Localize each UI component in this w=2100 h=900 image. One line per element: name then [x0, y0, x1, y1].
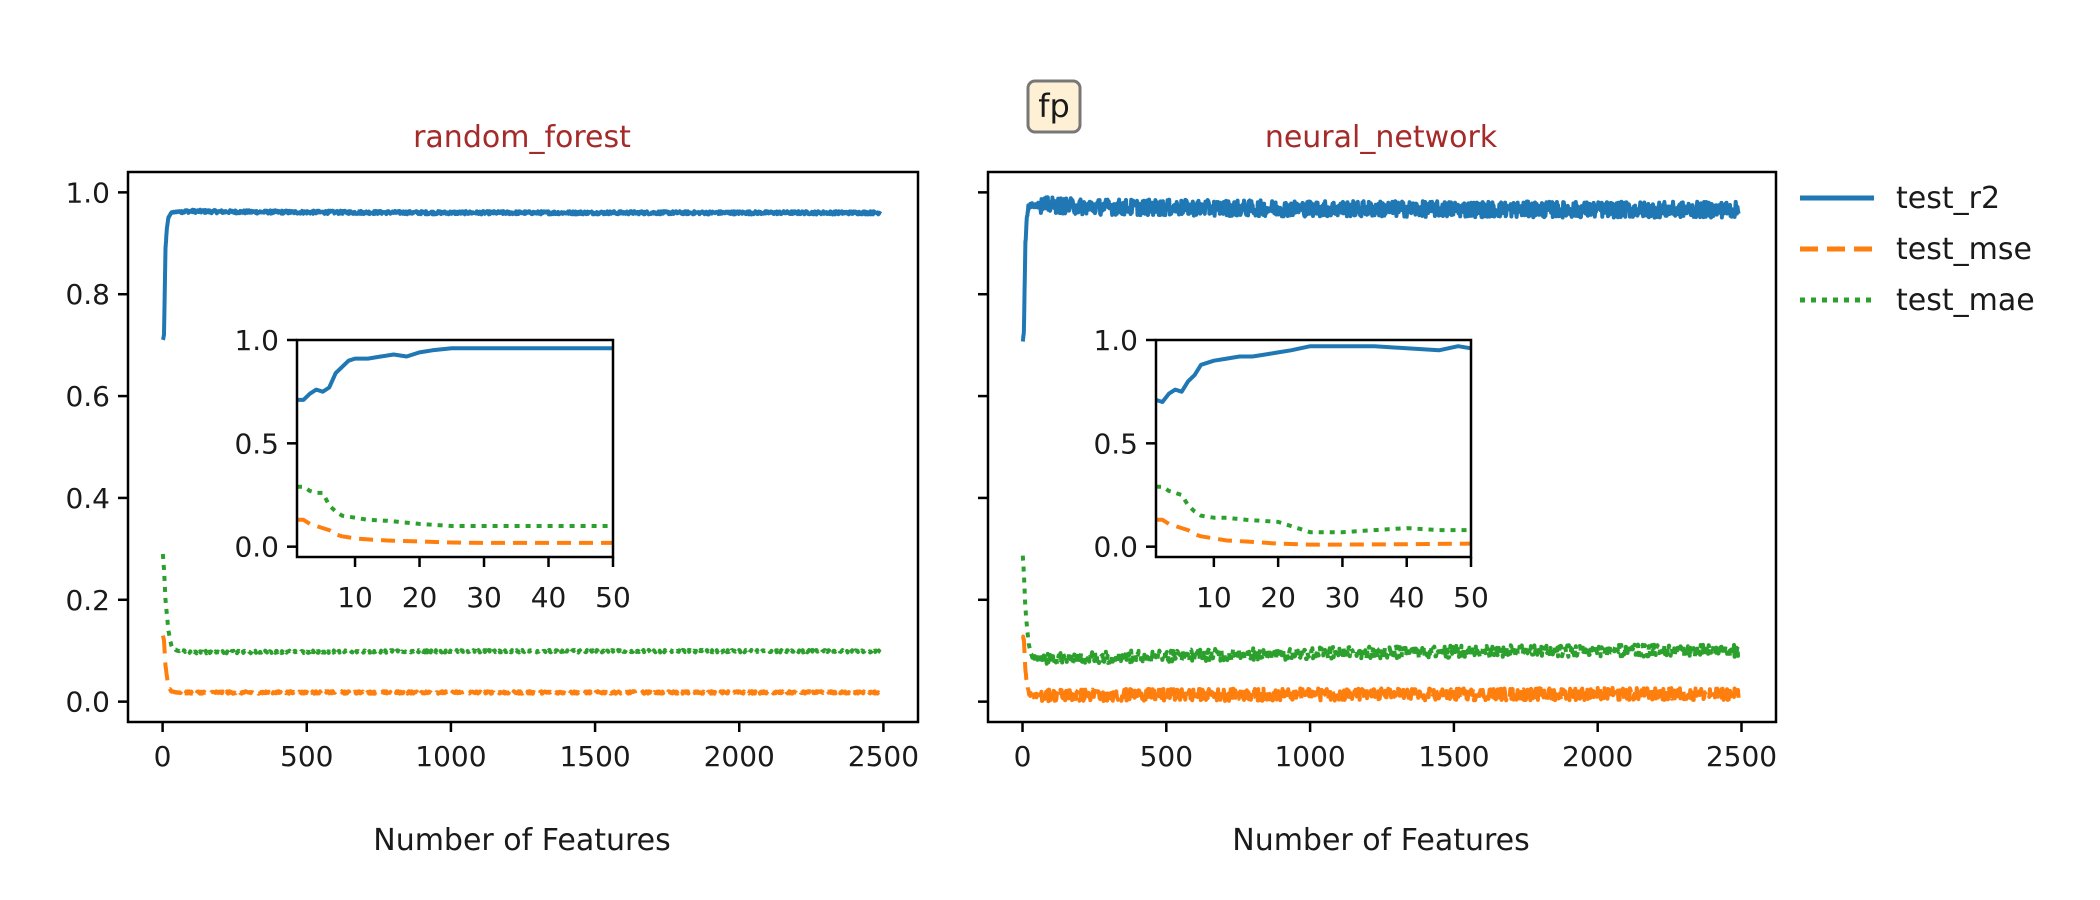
x-tick-label: 500	[1140, 740, 1193, 773]
inset-y-tick-label: 1.0	[1093, 324, 1138, 357]
inset-x-tick-label: 10	[1196, 581, 1232, 614]
x-tick-label: 2000	[704, 740, 775, 773]
inset-axes: 0.0 0.5 1.0 10 20 30 40 50	[234, 324, 630, 614]
inset-x-tick-label: 10	[337, 581, 373, 614]
x-tick-label: 2500	[1706, 740, 1777, 773]
x-tick-label: 1000	[1274, 740, 1345, 773]
series-line-test_mae	[1020, 555, 1741, 667]
inset-series-line-test_mse	[1156, 517, 1472, 547]
series-line-test_mse	[160, 634, 882, 696]
inset-x-tick-label: 40	[1389, 581, 1425, 614]
x-axis-label-neural-network: Number of Features	[1232, 823, 1530, 858]
legend-label-test-mse: test_mse	[1896, 232, 2032, 267]
x-tick-label: 1500	[559, 740, 630, 773]
y-tick-label: 0.2	[65, 584, 110, 617]
x-tick-label: 0	[154, 740, 172, 773]
panel-title-neural-network: neural_network	[1265, 120, 1498, 155]
inset-x-tick-label: 20	[1260, 581, 1296, 614]
x-tick-label: 500	[280, 740, 333, 773]
inset-series-line-test_r2	[297, 346, 613, 402]
inset-background	[297, 340, 613, 557]
x-tick-label: 2000	[1562, 740, 1633, 773]
inset-background	[1156, 340, 1471, 557]
inset-x-tick-label: 20	[402, 581, 438, 614]
series-line-test_mse	[1021, 634, 1741, 704]
x-axis-label-random-forest: Number of Features	[373, 823, 671, 858]
series-line-test_mae	[160, 553, 882, 656]
y-tick-label: 0.0	[65, 686, 110, 719]
series-line-test_r2	[161, 207, 883, 341]
legend-label-test-r2: test_r2	[1896, 181, 2000, 216]
inset-x-tick-label: 30	[1325, 581, 1361, 614]
inset-axes: 0.0 0.5 1.0 10 20 30 40 50	[1093, 324, 1488, 614]
inset-x-tick-label: 50	[595, 581, 631, 614]
figure-badge: fp	[1026, 79, 1082, 134]
y-tick-label: 0.4	[65, 482, 110, 515]
inset-y-tick-label: 0.0	[234, 531, 279, 564]
inset-x-tick-label: 30	[466, 581, 502, 614]
inset-y-tick-label: 0.5	[234, 427, 279, 460]
inset-x-tick-label: 50	[1453, 581, 1489, 614]
inset-x-tick-label: 40	[531, 581, 567, 614]
y-tick-label: 0.6	[65, 380, 110, 413]
panel-random-forest: 0.0 0.2 0.4 0.6 0.8 1.0 0 500 1000 1500 2000 2500 0.…	[65, 170, 920, 773]
x-tick-label: 1000	[415, 740, 486, 773]
x-tick-label: 0	[1014, 740, 1032, 773]
legend-label-test-mae: test_mae	[1896, 283, 2035, 318]
inset-series-line-test_r2	[1155, 344, 1472, 404]
panel-neural-network: 0 500 1000 1500 2000 2500 0.0 0.5 1.0 10 20 30 40 50	[978, 170, 1778, 773]
inset-frame	[295, 338, 615, 559]
badge-text: fp	[1038, 87, 1070, 125]
inset-y-tick-label: 1.0	[234, 324, 279, 357]
x-tick-label: 2500	[848, 740, 919, 773]
y-tick-label: 0.8	[65, 278, 110, 311]
y-tick-label: 1.0	[65, 176, 110, 209]
plot-frame	[986, 170, 1778, 724]
inset-y-tick-label: 0.5	[1093, 427, 1138, 460]
inset-series-line-test_mse	[297, 517, 613, 545]
inset-y-tick-label: 0.0	[1093, 531, 1138, 564]
panel-title-random-forest: random_forest	[413, 120, 631, 155]
legend: test_r2 test_mse test_mae	[1800, 181, 2035, 318]
plot-frame	[126, 170, 920, 724]
series-line-test_r2	[1020, 195, 1741, 342]
x-tick-label: 1500	[1418, 740, 1489, 773]
inset-frame	[1154, 338, 1473, 559]
